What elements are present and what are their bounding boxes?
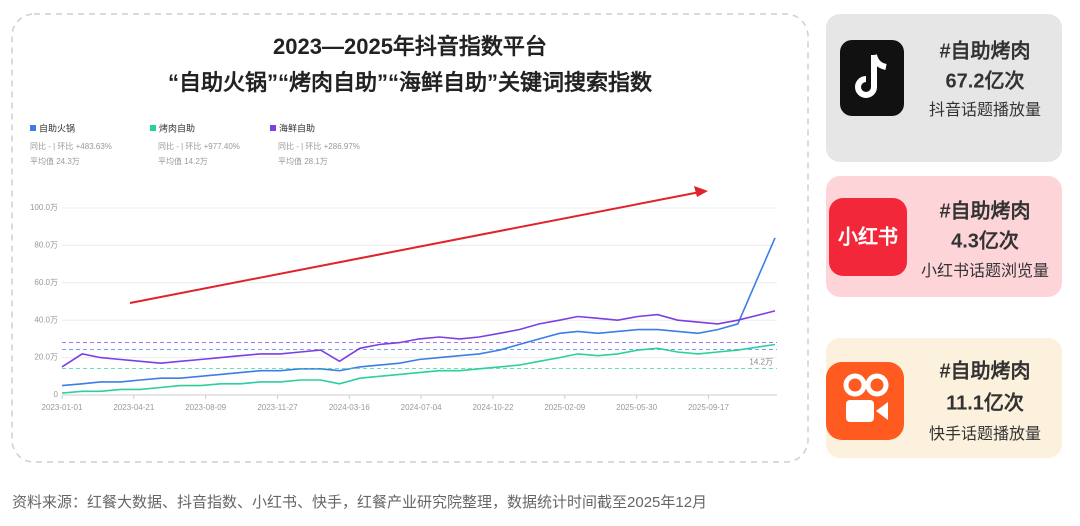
xhs-logo-text: 小红书: [838, 224, 898, 248]
legend-average: 平均值 14.2万: [158, 156, 208, 166]
xhs-logo: [829, 198, 907, 276]
trend-arrow: [129, 191, 701, 304]
x-tick-label: 2023-01-01: [42, 403, 83, 412]
card-label: 小红书话题浏览量: [921, 262, 1049, 280]
card-label: 快手话题播放量: [929, 425, 1041, 443]
legend-swatch: [30, 125, 36, 131]
y-tick-label: 100.0万: [30, 203, 58, 212]
y-tick-label: 40.0万: [34, 315, 58, 324]
x-tick-label: 2025-05-30: [616, 403, 657, 412]
douyin-note: [871, 54, 887, 70]
legend-label: 烤肉自助: [159, 122, 195, 133]
card-value: 67.2亿次: [946, 68, 1025, 92]
legend-average: 平均值 24.3万: [30, 156, 80, 166]
x-tick-label: 2023-11-27: [257, 403, 298, 412]
plot: 0 20.0万 40.0万 60.0万 80.0万 100.0万 2023-01-01 202…: [30, 122, 777, 412]
average-line-label: 14.2万: [749, 358, 773, 367]
y-tick-label: 20.0万: [34, 353, 58, 362]
kuaishou-icon: [846, 400, 874, 422]
series-line: [61, 237, 776, 387]
card-tag: #自助烤肉: [939, 358, 1030, 382]
source-note: 资料来源：红餐大数据、抖音指数、小红书、快手，红餐产业研究院整理，数据统计时间截…: [12, 493, 707, 511]
x-tick-label: 2024-07-04: [401, 403, 442, 412]
legend-change: 同比 - | 环比 +977.40%: [158, 141, 240, 151]
legend-average: 平均值 28.1万: [278, 156, 328, 166]
y-tick-label: 80.0万: [34, 241, 58, 250]
douyin-note: [855, 55, 877, 98]
card-tag: #自助烤肉: [939, 198, 1030, 222]
y-tick-label: 60.0万: [34, 278, 58, 287]
x-tick-label: 2023-04-21: [113, 403, 154, 412]
card-tag: #自助烤肉: [939, 38, 1030, 62]
x-tick-label: 2024-10-22: [472, 403, 513, 412]
legend-change: 同比 - | 环比 +286.97%: [278, 141, 360, 151]
trend-arrow-head: [694, 186, 708, 197]
legend-swatch: [150, 125, 156, 131]
x-tick-label: 2024-03-16: [329, 403, 370, 412]
card-value: 11.1亿次: [946, 390, 1024, 414]
legend-label: 海鲜自助: [279, 122, 315, 133]
kuaishou-icon: [876, 402, 888, 420]
legend-label: 自助火锅: [39, 122, 75, 133]
x-tick-label: 2023-08-09: [185, 403, 226, 412]
legend-change: 同比 - | 环比 +483.63%: [30, 141, 112, 151]
card-value: 4.3亿次: [951, 228, 1019, 252]
kuaishou-icon: [865, 373, 889, 397]
series-line: [61, 310, 776, 368]
chart-title: 2023—2025年抖音指数平台: [273, 34, 547, 59]
y-tick-label: 0: [54, 390, 59, 399]
legend-swatch: [270, 125, 276, 131]
x-tick-label: 2025-02-09: [544, 403, 585, 412]
chart-subtitle: “自助火锅”“烤肉自助”“海鲜自助”关键词搜索指数: [168, 70, 653, 95]
x-tick-label: 2025-09-17: [688, 403, 729, 412]
kuaishou-icon: [843, 373, 867, 397]
card-label: 抖音话题播放量: [929, 101, 1041, 119]
series-line: [61, 343, 776, 394]
